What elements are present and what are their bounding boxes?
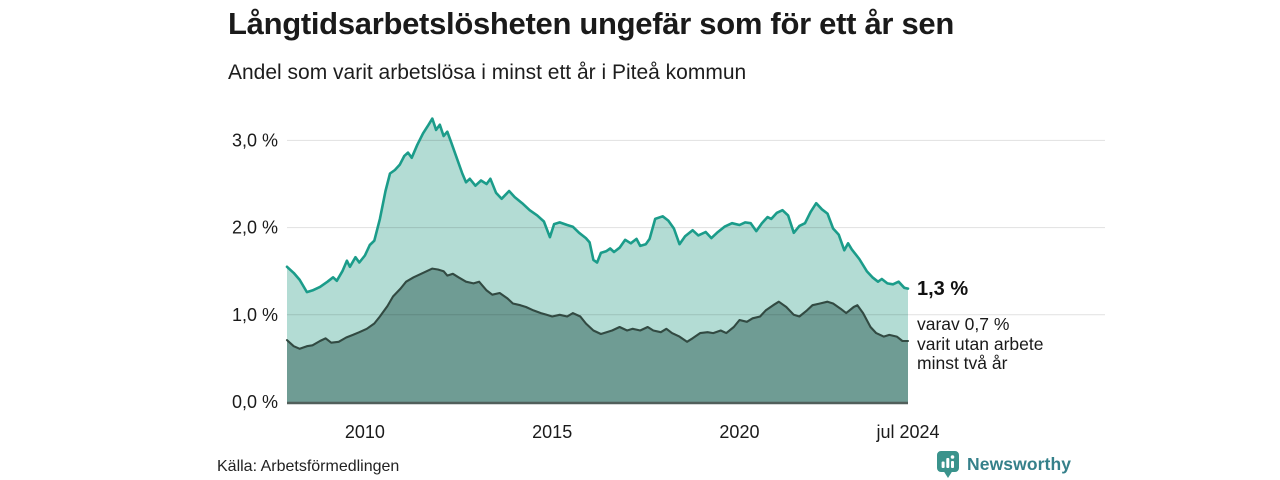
series-line-1 — [285, 267, 910, 350]
y-tick-label: 3,0 % — [232, 130, 278, 150]
end-value-label: 1,3 % — [917, 278, 969, 300]
newsworthy-logo-icon — [937, 450, 959, 478]
source-text: Källa: Arbetsförmedlingen — [217, 458, 400, 475]
x-tick-label: 2010 — [345, 422, 385, 442]
brand-name: Newsworthy — [967, 453, 1072, 474]
y-tick-label: 2,0 % — [232, 218, 278, 238]
page-title: Långtidsarbetslösheten ungefär som för e… — [228, 6, 955, 41]
y-tick-label: 0,0 % — [232, 392, 278, 412]
series-line-0 — [285, 117, 910, 294]
x-tick-label: 2015 — [532, 422, 572, 442]
series-area-1 — [287, 268, 908, 402]
x-tick-label: jul 2024 — [875, 422, 939, 442]
page-subtitle: Andel som varit arbetslösa i minst ett å… — [228, 61, 747, 84]
y-tick-label: 1,0 % — [232, 305, 278, 325]
end-value-note: varav 0,7 % varit utan arbete minst två … — [917, 314, 1044, 373]
x-tick-label: 2020 — [719, 422, 759, 442]
brand-footer: Newsworthy — [936, 450, 1071, 478]
